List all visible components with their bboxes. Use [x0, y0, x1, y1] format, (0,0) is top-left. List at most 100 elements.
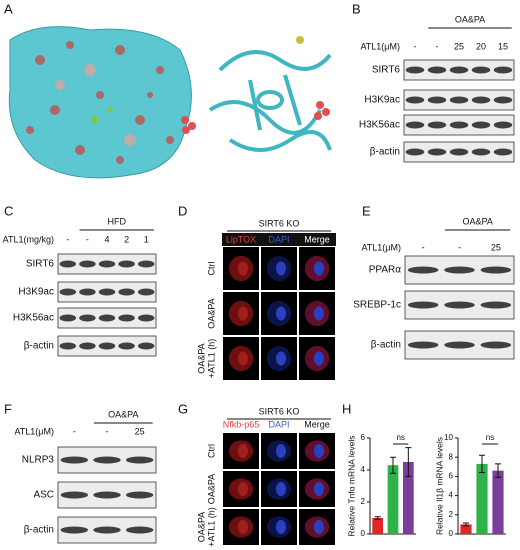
bar	[387, 465, 399, 534]
blot-band	[471, 121, 491, 129]
blot-band	[449, 66, 469, 74]
blot-band	[93, 526, 121, 534]
blot-band	[98, 260, 116, 268]
panel-label: A	[4, 1, 13, 16]
nucleus	[314, 520, 324, 534]
y-tick-label: 0	[449, 529, 454, 538]
blot-band	[449, 148, 469, 156]
nucleus	[238, 482, 248, 496]
panel-label: F	[4, 401, 12, 416]
panel-label: D	[178, 203, 187, 218]
nucleus	[276, 444, 286, 458]
blot-row-label: β-actin	[24, 525, 54, 536]
treatment-label: ATL1(mg/kg)	[3, 234, 54, 244]
panel-label: B	[352, 1, 361, 16]
group-label: SIRT6 KO	[259, 406, 300, 416]
error-bar	[390, 456, 396, 474]
blot-row-label: SREBP-1c	[353, 300, 401, 311]
nucleus	[238, 351, 248, 366]
micrograph	[222, 470, 260, 508]
blot-band	[471, 148, 491, 156]
blot-band	[79, 342, 96, 350]
blot-band	[427, 66, 447, 74]
y-tick-label: 6	[449, 472, 454, 481]
bar	[402, 462, 414, 534]
nucleus	[276, 520, 286, 534]
blot-band	[427, 96, 447, 104]
blot-row-label: H3K56ac	[13, 313, 54, 324]
y-axis-label: Relative Il1β mRNA levels	[434, 437, 444, 535]
blot-band	[125, 491, 154, 499]
lane-label: -	[436, 41, 439, 51]
blot-band	[480, 266, 512, 274]
column-label: Merge	[304, 419, 330, 429]
group-label: OA&PA	[455, 14, 485, 24]
blot-band	[407, 266, 439, 274]
blot-band	[493, 121, 513, 129]
error-bar	[495, 463, 501, 478]
bar	[492, 470, 504, 534]
blot-band	[93, 491, 121, 499]
blot-row-label: SIRT6	[26, 259, 55, 270]
blot-row-label: H3K9ac	[364, 95, 400, 106]
blot-row-label: β-actin	[24, 341, 54, 352]
y-axis-label: Relative Tnfα mRNA levels	[346, 435, 356, 536]
blot-band	[405, 96, 425, 104]
y-tick-label: 4	[361, 465, 366, 474]
blot-band	[444, 266, 475, 274]
row-label: OA&PA	[206, 298, 216, 328]
treatment-label: ATL1(μM)	[361, 242, 401, 252]
y-tick-label: 10	[444, 433, 453, 442]
blot-band	[59, 260, 77, 268]
lane-label: 25	[491, 242, 501, 252]
micrograph	[298, 336, 336, 381]
blot-row-label: β-actin	[371, 340, 401, 351]
y-tick-label: 2	[449, 510, 454, 519]
row-label: +ATL1 (h)	[206, 507, 216, 547]
row-label: Ctrl	[206, 444, 216, 458]
blot-band	[405, 66, 425, 74]
error-bar	[405, 447, 412, 477]
blot-band	[471, 66, 491, 74]
nucleus	[314, 261, 324, 276]
blot-band	[118, 314, 135, 322]
blot-band	[118, 342, 135, 350]
blot-row-label: PPARα	[369, 265, 401, 276]
group-label: SIRT6 KO	[259, 218, 300, 228]
blot-band	[427, 121, 447, 129]
y-tick-label: 0	[361, 529, 366, 538]
blot-band	[137, 342, 155, 350]
blot-band	[98, 314, 116, 322]
blot-band	[60, 456, 89, 464]
lane-label: 15	[498, 41, 508, 51]
blot-band	[407, 341, 439, 349]
bar	[372, 518, 384, 534]
lane-label: -	[66, 234, 69, 244]
nucleus	[314, 306, 324, 321]
nucleus	[238, 444, 248, 458]
lane-label: 1	[144, 234, 149, 244]
blot-band	[449, 121, 469, 129]
blot-band	[493, 96, 513, 104]
blot-band	[137, 260, 155, 268]
blot-band	[79, 314, 96, 322]
lane-label: -	[422, 242, 425, 252]
blot-band	[125, 456, 154, 464]
blot-band	[444, 341, 475, 349]
blot-band	[98, 342, 116, 350]
row-label: +ATL1 (h)	[206, 339, 216, 379]
protein-surface	[8, 26, 192, 179]
header-band	[222, 233, 336, 247]
blot-band	[405, 121, 425, 129]
bar	[476, 463, 488, 534]
blot-band	[93, 456, 121, 464]
blot-band	[137, 314, 155, 322]
blot-band	[125, 526, 154, 534]
y-tick-label: 2	[361, 497, 366, 506]
bar	[460, 524, 472, 534]
panel-label: E	[362, 203, 371, 218]
blot-band	[471, 96, 491, 104]
panel-label: G	[178, 401, 188, 416]
blot-band	[60, 491, 89, 499]
column-label: Nfkb-p65	[223, 419, 260, 429]
